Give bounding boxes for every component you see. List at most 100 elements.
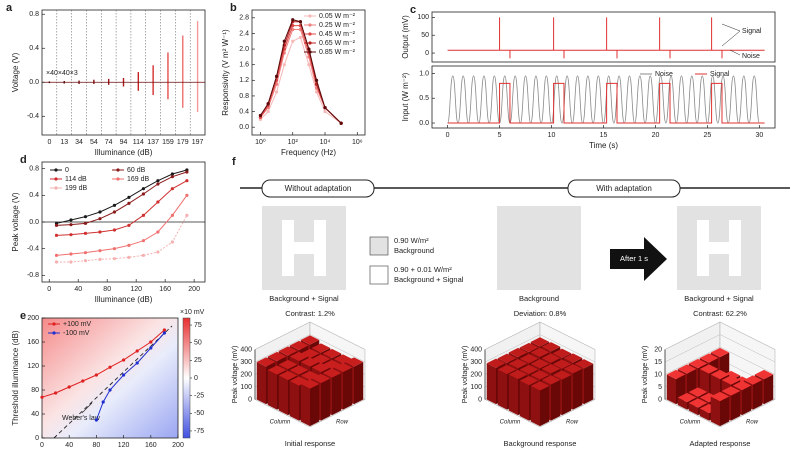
bar-face bbox=[508, 369, 528, 380]
marker bbox=[314, 78, 319, 82]
y-tick-label: -0.4 bbox=[27, 113, 39, 120]
marker bbox=[307, 47, 311, 51]
series-line bbox=[260, 19, 342, 124]
bar-face bbox=[278, 346, 298, 356]
grid-line bbox=[664, 321, 776, 350]
label: Row bbox=[566, 420, 579, 426]
marker bbox=[162, 328, 166, 332]
bar-face bbox=[720, 396, 730, 427]
y-tick-label: 0.0 bbox=[29, 79, 39, 86]
series-line bbox=[260, 36, 342, 124]
bar-face bbox=[551, 379, 561, 421]
legend-label: Background bbox=[394, 246, 434, 255]
y-tick-label: 2.0 bbox=[239, 46, 249, 53]
bar-face bbox=[754, 369, 774, 380]
marker bbox=[185, 193, 189, 197]
marker bbox=[156, 179, 160, 183]
x-tick-label: 40 bbox=[74, 286, 82, 293]
marker bbox=[54, 233, 59, 237]
x-tick-label: 15 bbox=[600, 132, 608, 139]
bar bbox=[530, 381, 550, 427]
label: Output (mV) bbox=[401, 15, 410, 59]
legend-label: 0.25 W m⁻² bbox=[319, 22, 356, 29]
marker bbox=[69, 223, 73, 227]
marker bbox=[69, 233, 73, 237]
bar-face bbox=[753, 380, 763, 410]
marker bbox=[98, 249, 102, 253]
bar-face bbox=[519, 354, 539, 364]
label: e bbox=[20, 310, 26, 322]
label: Illuminance (dB) bbox=[95, 295, 153, 304]
bar-face bbox=[497, 353, 517, 363]
marker bbox=[323, 106, 327, 110]
bar-face bbox=[321, 378, 331, 421]
marker bbox=[141, 187, 146, 191]
image-label: Background + Signal bbox=[269, 294, 339, 303]
bar-face bbox=[497, 369, 507, 410]
colorbar-tick-label: 0 bbox=[194, 375, 198, 382]
marker bbox=[156, 182, 160, 186]
marker bbox=[185, 213, 189, 217]
x-tick-label: 40 bbox=[65, 442, 73, 449]
bar-face bbox=[677, 364, 697, 374]
legend-marker bbox=[308, 32, 312, 36]
bar-face bbox=[552, 359, 572, 369]
marker bbox=[274, 90, 279, 94]
bar-face bbox=[584, 363, 594, 405]
marker bbox=[307, 63, 311, 67]
series-line bbox=[260, 29, 342, 124]
label: Peak voltage (V) bbox=[11, 192, 20, 251]
y-tick-label: 0.0 bbox=[239, 124, 249, 131]
y-tick-label: -0.4 bbox=[27, 246, 39, 253]
x-tick-label: 0 bbox=[47, 139, 51, 146]
bar-face bbox=[530, 347, 550, 357]
bar-face bbox=[354, 362, 364, 405]
bar-face bbox=[710, 347, 730, 358]
bar-face bbox=[731, 391, 741, 421]
grid-line bbox=[254, 334, 366, 363]
bar-face bbox=[743, 375, 763, 385]
bar-face bbox=[256, 362, 266, 405]
legend-marker bbox=[54, 177, 58, 181]
y-tick-label: -0.8 bbox=[27, 272, 39, 279]
y-tick-label: 1.0 bbox=[419, 70, 429, 77]
bar-face bbox=[742, 385, 752, 416]
bar-face bbox=[677, 392, 697, 403]
marker bbox=[127, 255, 131, 259]
x-tick-label: 200 bbox=[172, 442, 184, 449]
marker bbox=[185, 170, 189, 174]
x-tick-label: 80 bbox=[93, 442, 101, 449]
bar-face bbox=[530, 337, 550, 347]
bar-face bbox=[764, 374, 774, 405]
legend-label: 199 dB bbox=[65, 185, 88, 192]
marker bbox=[54, 260, 59, 264]
bar-face bbox=[721, 375, 741, 385]
legend-label: Background + Signal bbox=[394, 275, 464, 284]
marker bbox=[156, 250, 160, 254]
z-tick-label: 0 bbox=[248, 396, 252, 403]
label: ×10 mV bbox=[180, 309, 205, 316]
bar-face bbox=[344, 357, 364, 367]
x-tick-label: 0 bbox=[40, 442, 44, 449]
legend-marker bbox=[308, 23, 312, 27]
label: Weber's law bbox=[62, 415, 101, 422]
bar-face bbox=[311, 343, 331, 353]
label: Responsivity (V m² W⁻¹) bbox=[221, 29, 230, 116]
x-tick-label: 160 bbox=[159, 286, 171, 293]
marker bbox=[135, 349, 139, 353]
bar-face bbox=[541, 375, 561, 385]
marker bbox=[298, 35, 303, 39]
stage-pill bbox=[261, 179, 375, 198]
bar-face bbox=[508, 347, 528, 358]
label: Peak voltage (mV) bbox=[462, 346, 469, 404]
colorbar-tick-label: 50 bbox=[194, 340, 202, 347]
x-tick-label: 5 bbox=[498, 132, 502, 139]
marker bbox=[274, 74, 279, 79]
stage-label: With adaptation bbox=[596, 184, 652, 193]
marker bbox=[149, 346, 153, 350]
x-tick-label: 74 bbox=[105, 139, 113, 146]
marker bbox=[185, 179, 189, 183]
bar-face bbox=[289, 351, 309, 362]
bar-face bbox=[267, 370, 277, 410]
reference-line bbox=[53, 325, 173, 439]
